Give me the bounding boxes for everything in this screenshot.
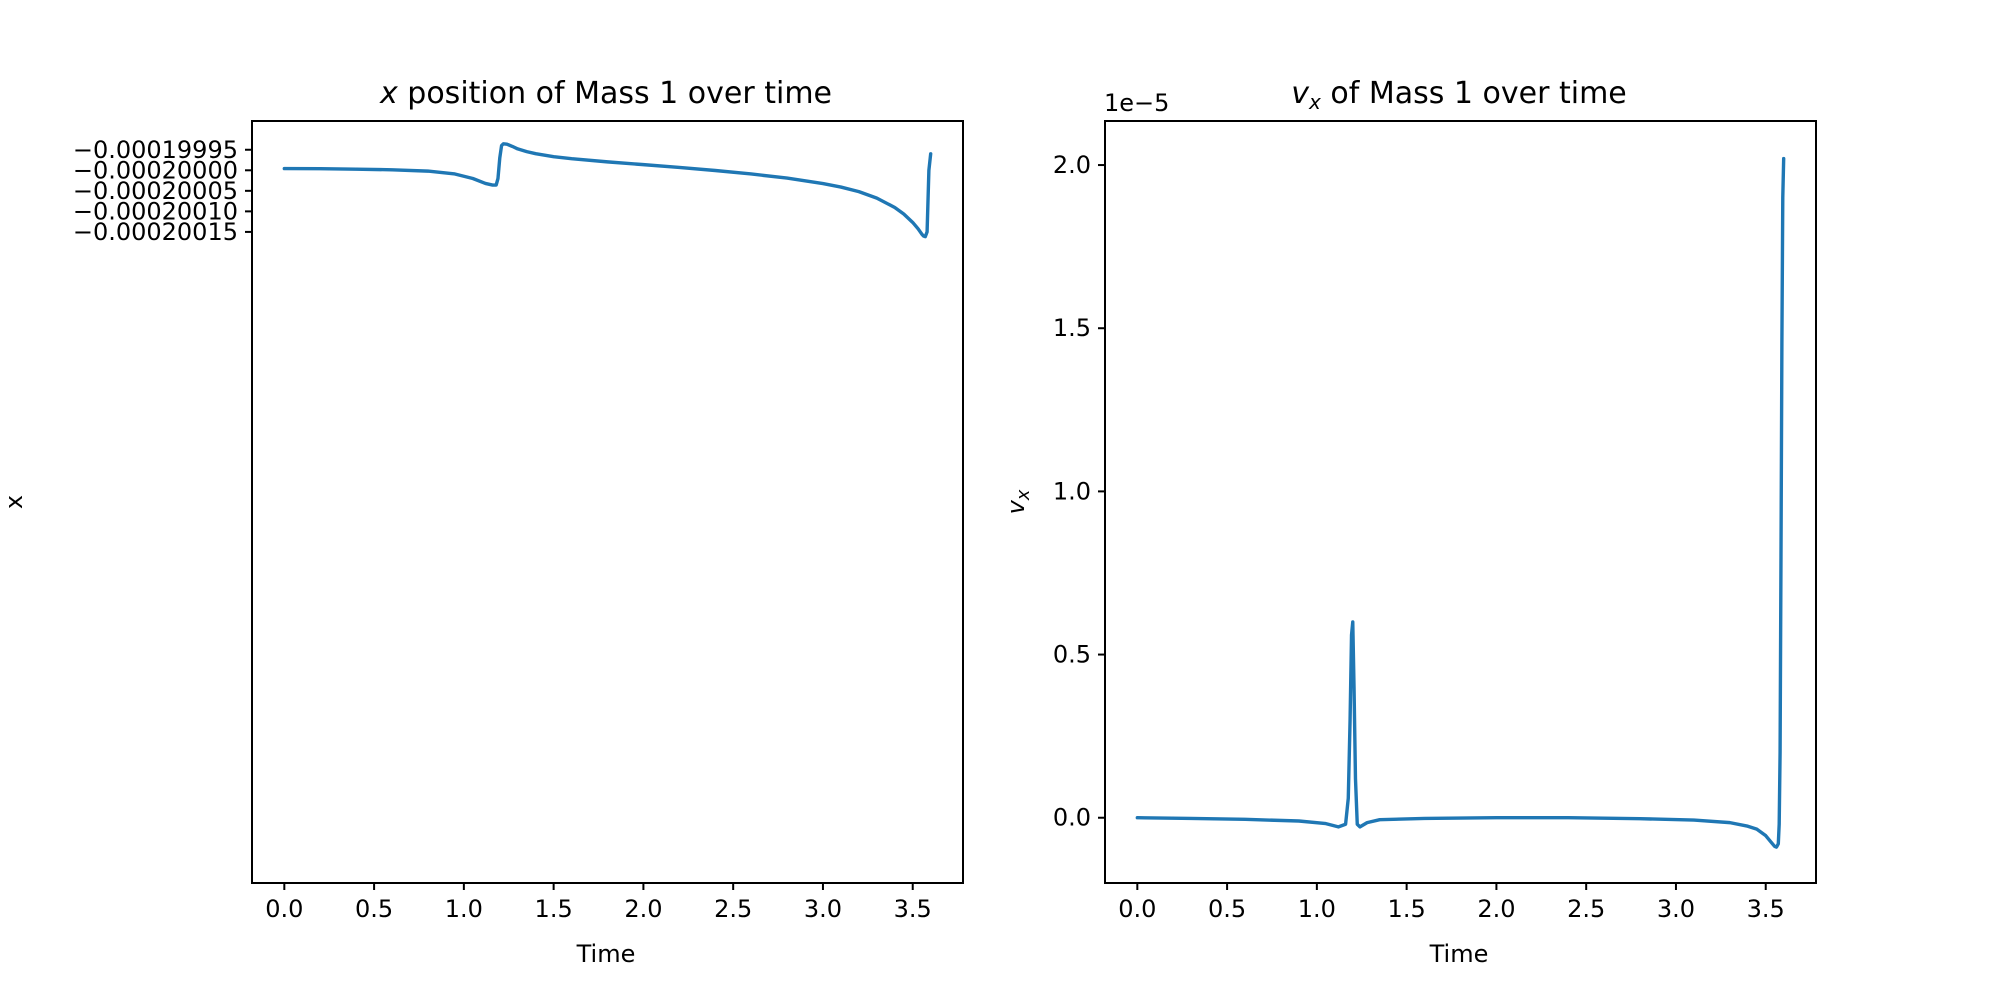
x-tick-label: 0.0 xyxy=(265,895,303,923)
series-line xyxy=(1135,156,1786,849)
y-axis-label: vx xyxy=(1002,489,1034,514)
ylabel-subscript: x xyxy=(1013,489,1034,501)
y-tick-label: −0.00020000 xyxy=(73,156,238,184)
x-tick-label: 2.0 xyxy=(1477,895,1515,923)
title-rest: position of Mass 1 over time xyxy=(398,76,832,111)
y-tick-label: 2.0 xyxy=(1053,151,1091,179)
y-offset-text: 1e−5 xyxy=(1104,89,1169,117)
y-tick-label: −0.00019995 xyxy=(73,136,238,164)
y-tick-label: −0.00020015 xyxy=(73,218,238,246)
subplot-x-position: x position of Mass 1 over time Time x 0.… xyxy=(0,76,964,968)
title-italic: v xyxy=(1291,76,1310,111)
chart-title: vx of Mass 1 over time xyxy=(1291,76,1627,114)
y-ticks: −0.00020015−0.00020010−0.00020005−0.0002… xyxy=(73,136,252,246)
y-tick-label: 1.0 xyxy=(1053,477,1091,505)
x-tick-label: 2.5 xyxy=(714,895,752,923)
y-tick-label: −0.00020010 xyxy=(73,197,238,225)
axes-frame xyxy=(1104,120,1817,884)
ylabel-italic: v xyxy=(1002,499,1030,514)
x-tick-label: 0.0 xyxy=(1118,895,1156,923)
y-axis-label: x xyxy=(0,495,28,509)
y-tick-label: 1.5 xyxy=(1053,314,1091,342)
x-axis-label: Time xyxy=(576,940,636,968)
x-tick-label: 3.5 xyxy=(894,895,932,923)
x-tick-label: 1.5 xyxy=(1388,895,1426,923)
y-tick-label: 0.5 xyxy=(1053,641,1091,669)
title-rest: of Mass 1 over time xyxy=(1321,76,1627,111)
x-tick-label: 2.5 xyxy=(1567,895,1605,923)
x-tick-label: 0.5 xyxy=(355,895,393,923)
title-italic: x xyxy=(379,76,398,111)
subplot-vx: vx of Mass 1 over time 1e−5 Time vx 0.0 0… xyxy=(1002,76,1817,968)
x-axis-label: Time xyxy=(1429,940,1489,968)
x-tick-label: 3.0 xyxy=(804,895,842,923)
plot-area xyxy=(1135,156,1786,849)
x-tick-label: 1.5 xyxy=(535,895,573,923)
x-tick-label: 1.0 xyxy=(445,895,483,923)
x-tick-label: 1.0 xyxy=(1298,895,1336,923)
x-ticks: 0.0 0.5 1.0 1.5 2.0 2.5 3.0 3.5 xyxy=(1118,883,1785,923)
y-tick-label: −0.00020005 xyxy=(73,177,238,205)
x-tick-label: 0.5 xyxy=(1208,895,1246,923)
y-tick-label: 0.0 xyxy=(1053,804,1091,832)
chart-title: x position of Mass 1 over time xyxy=(379,76,832,111)
series-line xyxy=(282,142,933,239)
x-tick-label: 2.0 xyxy=(624,895,662,923)
title-subscript: x xyxy=(1308,90,1321,114)
x-ticks: 0.0 0.5 1.0 1.5 2.0 2.5 3.0 3.5 xyxy=(265,883,932,923)
axes-frame xyxy=(251,120,964,884)
x-tick-label: 3.0 xyxy=(1657,895,1695,923)
x-tick-label: 3.5 xyxy=(1747,895,1785,923)
y-ticks: 0.0 0.5 1.0 1.5 2.0 xyxy=(1053,151,1105,832)
plot-area xyxy=(282,142,933,239)
